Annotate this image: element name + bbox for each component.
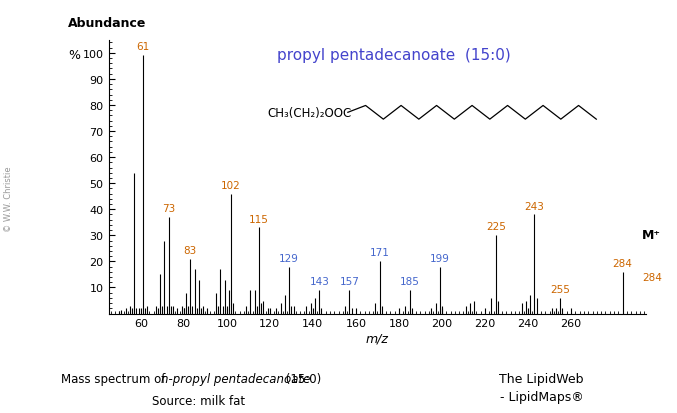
Text: 185: 185 [399,276,420,287]
Text: 225: 225 [486,222,506,232]
Text: 115: 115 [249,214,269,224]
Text: 73: 73 [162,204,175,214]
Text: Mass spectrum of: Mass spectrum of [61,372,169,385]
X-axis label: m/z: m/z [366,331,389,344]
Text: 243: 243 [525,201,544,211]
Text: 255: 255 [550,284,570,294]
Text: The LipidWeb: The LipidWeb [500,372,584,385]
Text: 284: 284 [613,258,632,268]
Text: 199: 199 [430,253,450,263]
Text: M⁺: M⁺ [642,228,661,241]
Text: Abundance: Abundance [68,17,146,30]
Text: - LipidMaps®: - LipidMaps® [500,390,584,403]
Text: CH₃(CH₂)₂OOC: CH₃(CH₂)₂OOC [267,107,351,119]
Text: 157: 157 [339,276,359,287]
Text: 171: 171 [370,248,389,258]
Text: 284: 284 [642,272,662,282]
Text: 102: 102 [221,180,241,190]
Text: Source: milk fat: Source: milk fat [152,394,246,407]
Text: 129: 129 [280,253,299,263]
Text: © W.W. Christie: © W.W. Christie [3,166,13,231]
Text: n-propyl pentadecanoate: n-propyl pentadecanoate [161,372,311,385]
Text: 61: 61 [136,43,150,52]
Text: %: % [68,49,80,62]
Text: 83: 83 [183,245,197,255]
Text: 143: 143 [309,276,329,287]
Text: (15:0): (15:0) [282,372,321,385]
Text: propyl pentadecanoate  (15:0): propyl pentadecanoate (15:0) [277,47,510,62]
